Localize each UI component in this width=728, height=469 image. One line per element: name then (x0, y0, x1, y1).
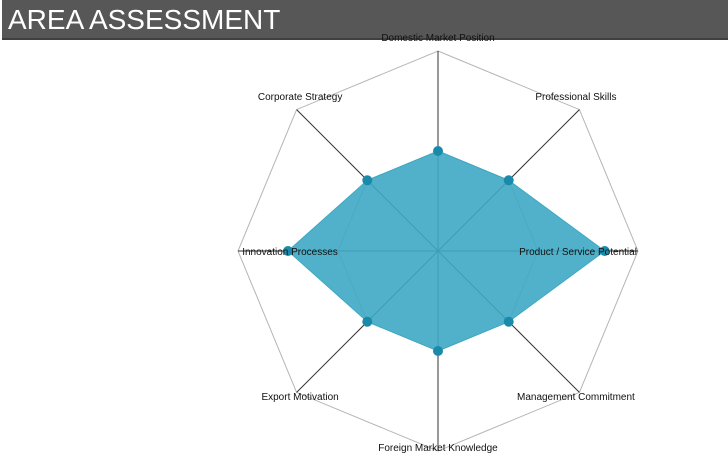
header-bar: AREA ASSESSMENT (2, 0, 728, 40)
axis-label-6: Export Motivation (261, 392, 338, 403)
axis-label-7: Innovation Processes (242, 247, 338, 258)
axis-label-4: Management Commitment (517, 392, 635, 403)
label-layer: Domestic Market Position Professional Ski… (242, 33, 637, 454)
data-point-8 (362, 175, 373, 186)
data-point-3 (599, 246, 610, 256)
axis-label-3: Product / Service Potential (519, 247, 637, 258)
data-point-2 (503, 175, 514, 186)
data-point-7 (283, 246, 293, 256)
axis-label-1: Domestic Market Position (381, 33, 494, 44)
point-layer (283, 146, 610, 356)
axis-label-5: Foreign Market Knowledge (378, 443, 498, 454)
data-point-1 (433, 146, 443, 156)
data-point-4 (503, 316, 514, 327)
axis-label-8: Corporate Strategy (258, 92, 343, 103)
axis-label-2: Professional Skills (535, 92, 616, 103)
data-point-6 (362, 316, 373, 327)
data-point-5 (433, 346, 443, 356)
page-title: AREA ASSESSMENT (8, 4, 281, 35)
